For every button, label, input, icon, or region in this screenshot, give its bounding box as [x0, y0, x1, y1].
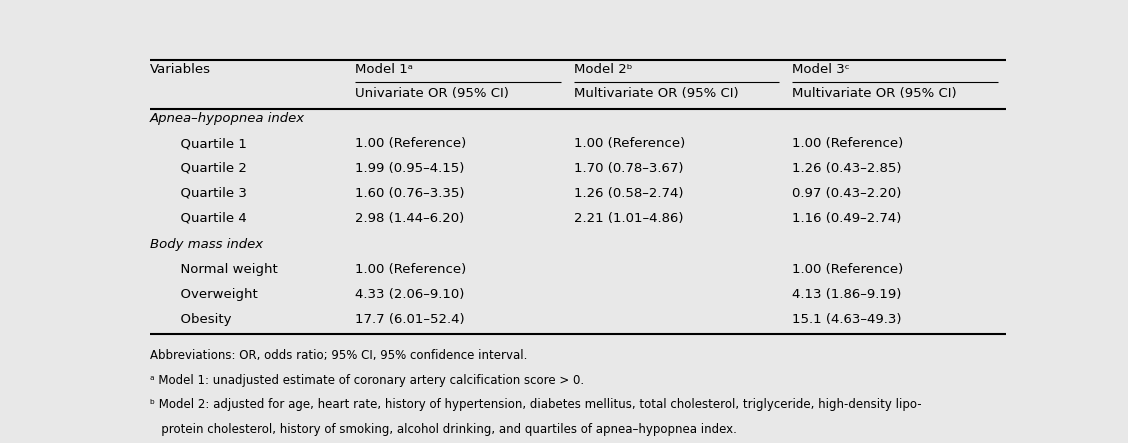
Text: Multivariate OR (95% CI): Multivariate OR (95% CI) [792, 86, 957, 100]
Text: 1.00 (Reference): 1.00 (Reference) [574, 137, 685, 150]
Text: 0.97 (0.43–2.20): 0.97 (0.43–2.20) [792, 187, 901, 200]
Text: 1.00 (Reference): 1.00 (Reference) [792, 263, 904, 276]
Text: 1.60 (0.76–3.35): 1.60 (0.76–3.35) [355, 187, 465, 200]
Text: Variables: Variables [150, 63, 211, 76]
Text: protein cholesterol, history of smoking, alcohol drinking, and quartiles of apne: protein cholesterol, history of smoking,… [150, 423, 737, 436]
Text: 4.33 (2.06–9.10): 4.33 (2.06–9.10) [355, 288, 465, 301]
Text: 17.7 (6.01–52.4): 17.7 (6.01–52.4) [355, 313, 465, 326]
Text: ᵇ Model 2: adjusted for age, heart rate, history of hypertension, diabetes melli: ᵇ Model 2: adjusted for age, heart rate,… [150, 398, 922, 411]
Text: Body mass index: Body mass index [150, 238, 263, 251]
Text: Obesity: Obesity [171, 313, 231, 326]
Text: Abbreviations: OR, odds ratio; 95% CI, 95% confidence interval.: Abbreviations: OR, odds ratio; 95% CI, 9… [150, 349, 527, 362]
Text: 1.00 (Reference): 1.00 (Reference) [355, 137, 467, 150]
Text: Univariate OR (95% CI): Univariate OR (95% CI) [355, 86, 509, 100]
Text: Quartile 3: Quartile 3 [171, 187, 247, 200]
Text: Quartile 1: Quartile 1 [171, 137, 247, 150]
Text: Quartile 4: Quartile 4 [171, 212, 246, 225]
Text: 4.13 (1.86–9.19): 4.13 (1.86–9.19) [792, 288, 901, 301]
Text: 1.70 (0.78–3.67): 1.70 (0.78–3.67) [574, 162, 684, 175]
Text: Overweight: Overweight [171, 288, 257, 301]
Text: 1.99 (0.95–4.15): 1.99 (0.95–4.15) [355, 162, 465, 175]
Text: Quartile 2: Quartile 2 [171, 162, 247, 175]
Text: Model 1ᵃ: Model 1ᵃ [355, 63, 413, 76]
Text: 15.1 (4.63–49.3): 15.1 (4.63–49.3) [792, 313, 901, 326]
Text: Apnea–hypopnea index: Apnea–hypopnea index [150, 112, 305, 125]
Text: 1.00 (Reference): 1.00 (Reference) [792, 137, 904, 150]
Text: 1.26 (0.43–2.85): 1.26 (0.43–2.85) [792, 162, 901, 175]
Text: Model 2ᵇ: Model 2ᵇ [574, 63, 632, 76]
Text: Multivariate OR (95% CI): Multivariate OR (95% CI) [574, 86, 739, 100]
Text: 1.16 (0.49–2.74): 1.16 (0.49–2.74) [792, 212, 901, 225]
Text: Model 3ᶜ: Model 3ᶜ [792, 63, 851, 76]
Text: 2.21 (1.01–4.86): 2.21 (1.01–4.86) [574, 212, 684, 225]
Text: 1.00 (Reference): 1.00 (Reference) [355, 263, 467, 276]
Text: ᵃ Model 1: unadjusted estimate of coronary artery calcification score > 0.: ᵃ Model 1: unadjusted estimate of corona… [150, 374, 584, 387]
Text: 1.26 (0.58–2.74): 1.26 (0.58–2.74) [574, 187, 684, 200]
Text: Normal weight: Normal weight [171, 263, 277, 276]
Text: 2.98 (1.44–6.20): 2.98 (1.44–6.20) [355, 212, 465, 225]
